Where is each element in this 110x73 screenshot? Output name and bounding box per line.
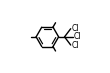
Text: Cl: Cl [71, 41, 79, 49]
Text: Cl: Cl [74, 32, 81, 41]
Text: Cl: Cl [71, 24, 79, 33]
